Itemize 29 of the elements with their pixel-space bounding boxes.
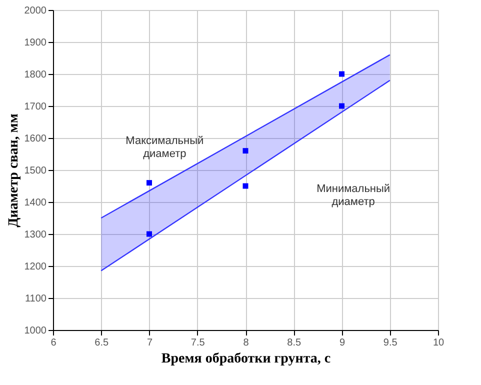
y-tick-label: 1400 (24, 198, 47, 208)
annotation: Максимальный диаметр (126, 135, 204, 160)
x-tick-label: 6 (50, 338, 57, 348)
y-tick-label: 1200 (24, 262, 47, 272)
x-tick-label: 7 (146, 338, 153, 348)
y-tick-label: 1500 (24, 166, 47, 176)
x-tick-label: 9 (339, 338, 346, 348)
y-tick-label: 1800 (24, 70, 47, 80)
y-tick-label: 1600 (24, 134, 47, 144)
y-tick-label: 1700 (24, 102, 47, 112)
point (146, 180, 152, 186)
x-tick-label: 9.5 (383, 338, 398, 348)
x-tick-label: 8.5 (287, 338, 302, 348)
x-tick-label: 10 (432, 338, 444, 348)
y-tick-label: 1900 (24, 38, 47, 48)
y-tick-label: 1100 (24, 294, 47, 304)
point (339, 103, 344, 109)
point (242, 148, 248, 154)
point (146, 231, 152, 237)
y-tick-label: 1000 (24, 326, 47, 336)
x-tick-label: 8 (243, 338, 250, 348)
annotation: Минимальный диаметр (316, 183, 390, 208)
x-tick-label: 7.5 (190, 338, 206, 348)
x-tick-label: 6.5 (94, 338, 110, 348)
y-tick-label: 2000 (24, 6, 47, 16)
y-axis-title: Диаметр сван, мм (6, 113, 22, 228)
point (339, 71, 344, 77)
x-axis-title: Время обработки грунта, с (161, 352, 331, 366)
y-tick-label: 1300 (24, 230, 47, 240)
